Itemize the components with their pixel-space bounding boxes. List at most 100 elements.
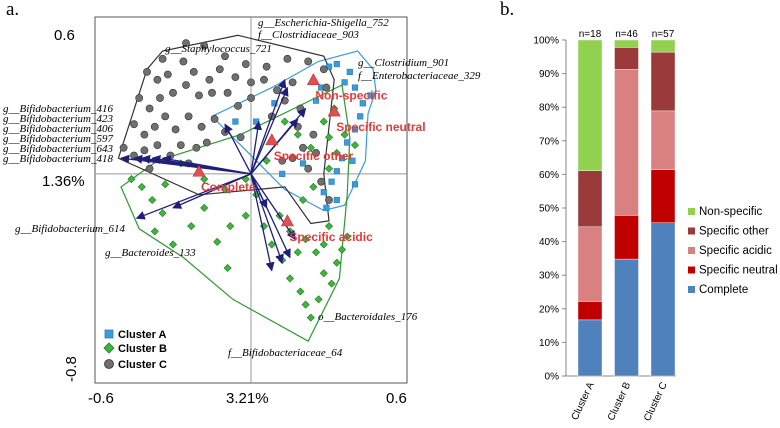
point-cluster-c: [163, 70, 172, 79]
biplot-arrow: [250, 86, 289, 175]
legend-label: Complete: [699, 284, 748, 296]
point-cluster-a: [346, 68, 353, 75]
point-cluster-c: [208, 88, 216, 97]
point-cluster-b: [220, 185, 230, 194]
point-cluster-c: [309, 130, 318, 139]
point-cluster-a: [312, 97, 320, 104]
point-cluster-c: [325, 196, 333, 204]
point-cluster-b: [285, 274, 295, 283]
bar-segment-complete: [650, 222, 676, 377]
point-cluster-c: [189, 68, 198, 76]
taxon-label: g__Bifidobacterium_423: [3, 113, 113, 125]
point-cluster-b: [306, 313, 315, 322]
point-cluster-a: [279, 170, 286, 177]
centroid-marker-specific-neutral: [327, 104, 341, 117]
point-cluster-b: [262, 156, 271, 165]
taxon-label: g__Bifidobacterium_643: [3, 143, 113, 155]
point-cluster-c: [171, 125, 180, 134]
centroid-marker-non-specific: [306, 73, 320, 86]
bar-segment-specific-acidic: [650, 110, 676, 170]
point-cluster-c: [215, 65, 224, 74]
y-tick-top: 0.6: [54, 27, 75, 44]
point-cluster-c: [247, 94, 255, 102]
point-cluster-b: [319, 117, 328, 126]
taxon-label: g__Bifidobacterium_418: [3, 153, 113, 165]
x-tick-right: 0.6: [386, 390, 407, 407]
point-cluster-b: [327, 279, 336, 288]
point-cluster-b: [127, 175, 136, 184]
point-cluster-b: [267, 240, 276, 249]
point-cluster-b: [137, 182, 146, 191]
point-cluster-c: [161, 112, 170, 121]
legend-swatch-specific-other: [688, 227, 695, 235]
taxon-label: g__Clostridium_901: [358, 57, 449, 69]
biplot-arrow: [224, 123, 252, 175]
point-cluster-c: [236, 133, 245, 142]
y-tick-label: 30%: [539, 271, 559, 282]
taxon-label: g__Escherichia-Shigella_752: [258, 17, 389, 29]
centroid-marker-specific-acidic: [280, 214, 294, 227]
point-cluster-b: [343, 232, 352, 241]
biplot-arrow: [161, 155, 252, 175]
sample-points: [119, 39, 374, 322]
taxon-label: g__Bifidobacterium_597: [3, 133, 113, 145]
centroid-label-specific-neutral: Specific neutral: [336, 120, 425, 134]
point-cluster-c: [182, 81, 190, 89]
legend-label-cluster-b: Cluster B: [118, 343, 167, 355]
centroid-marker-specific-other: [265, 133, 279, 146]
legend-swatch-specific-neutral: [688, 266, 695, 274]
point-cluster-b: [223, 263, 232, 272]
bar-segment-specific-neutral: [577, 301, 603, 321]
point-cluster-b: [324, 222, 334, 231]
point-cluster-b: [161, 180, 170, 189]
bar-axis: 0% 10% 20% 30% 40% 50% 60% 70% 80% 90% 100%: [533, 36, 676, 383]
biplot-arrow: [250, 173, 296, 240]
biplot-arrow: [250, 173, 268, 209]
point-cluster-c: [278, 156, 287, 165]
point-cluster-b: [150, 227, 159, 236]
point-cluster-a: [271, 100, 278, 107]
point-cluster-b: [314, 295, 323, 304]
point-cluster-b: [148, 195, 157, 205]
point-cluster-c: [176, 141, 185, 149]
point-cluster-a: [351, 126, 359, 133]
point-cluster-c: [221, 52, 229, 61]
taxon-label: f__Enterobacteriaceae_329: [358, 70, 481, 82]
point-cluster-c: [200, 41, 209, 50]
y-tick-bottom: -0.8: [63, 356, 80, 382]
centroid-label-specific-acidic: Specific acidic: [289, 230, 373, 244]
point-cluster-c: [288, 78, 297, 87]
bar-segment-specific-neutral: [650, 169, 676, 223]
biplot-arrow: [250, 173, 284, 264]
stacked-bars: [577, 39, 676, 377]
biplot-arrow: [250, 173, 275, 272]
point-cluster-a: [333, 196, 340, 204]
legend-swatch-complete: [688, 286, 695, 293]
x-tick-left: -0.6: [88, 390, 114, 407]
legend-label: Specific other: [699, 226, 769, 238]
point-cluster-c: [241, 60, 250, 68]
point-cluster-b: [309, 182, 318, 191]
bar-n-label: n=18: [579, 29, 602, 40]
category-label: Cluster A: [570, 380, 597, 422]
point-cluster-b: [280, 117, 289, 126]
point-cluster-b: [324, 164, 334, 173]
centroid-marker-complete: [192, 164, 206, 177]
x-axis-variance-label: 3.21%: [226, 390, 269, 407]
taxon-label: f__Clostridiaceae_903: [258, 29, 359, 41]
point-cluster-a: [344, 139, 351, 146]
point-cluster-c: [202, 138, 211, 147]
point-cluster-b: [293, 130, 302, 139]
legend-label: Non-specific: [699, 206, 763, 218]
point-cluster-b: [168, 240, 178, 249]
point-cluster-c: [145, 104, 154, 113]
point-cluster-c: [312, 149, 320, 157]
panel-b-letter: b.: [500, 0, 514, 20]
taxon-label: g__Staphylococcus_721: [165, 43, 272, 55]
taxon-label: g__Bacteroides_133: [105, 247, 196, 259]
point-cluster-c: [322, 83, 331, 92]
bar-segment-complete: [614, 258, 639, 377]
point-cluster-a: [367, 92, 374, 99]
point-cluster-c: [156, 94, 164, 102]
